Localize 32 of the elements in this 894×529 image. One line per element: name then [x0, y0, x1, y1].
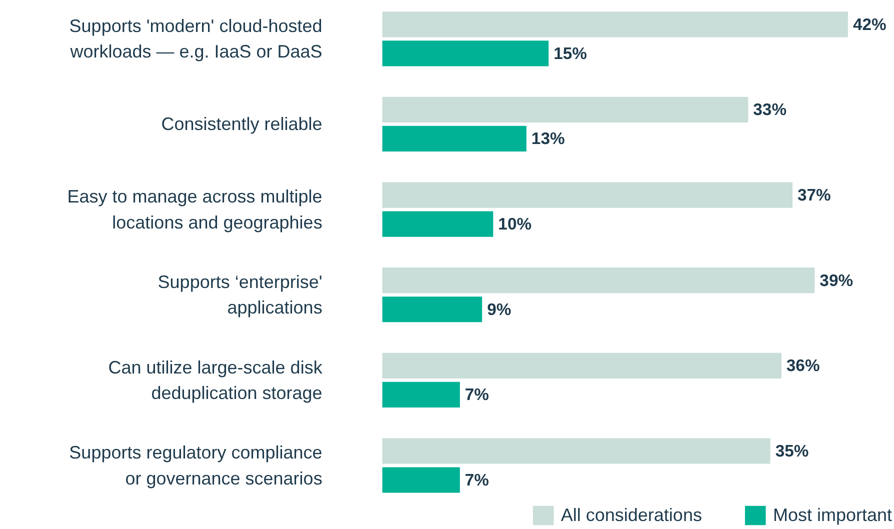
data-label: 9% — [487, 300, 512, 319]
data-label: 13% — [531, 129, 565, 148]
bar — [382, 467, 460, 493]
bar — [382, 126, 526, 152]
bar — [382, 438, 770, 464]
bar — [382, 352, 782, 378]
legend-label: Most important — [772, 504, 892, 526]
bar — [382, 96, 748, 123]
data-label: 10% — [498, 214, 532, 234]
y-tick-label: Easy to manage across multiple locations and geographies — [67, 186, 322, 232]
bar — [382, 211, 494, 237]
data-label: 7% — [464, 385, 490, 404]
y-tick-label: Consistently reliable — [161, 114, 322, 134]
data-label: 39% — [820, 270, 854, 290]
bar — [382, 268, 815, 294]
data-label: 42% — [852, 14, 886, 34]
bar — [382, 296, 482, 322]
data-label: 7% — [464, 470, 490, 490]
y-tick-label: Supports ‘enterprise' applications — [158, 272, 322, 318]
bar — [382, 182, 793, 208]
data-label: 37% — [798, 186, 832, 205]
y-tick-label: Can utilize large-scale disk deduplication storage — [108, 357, 324, 403]
y-tick-label: Supports regulatory compliance or governance scenarios — [69, 442, 322, 488]
data-label: 15% — [554, 44, 588, 63]
bar — [382, 12, 848, 38]
legend-label: All considerations — [560, 504, 702, 526]
data-label: 33% — [753, 100, 787, 120]
bar — [382, 382, 460, 408]
y-tick-label: Supports 'modern' cloud-hosted workloads — e.g. IaaS or DaaS — [69, 16, 322, 62]
data-label: 36% — [786, 356, 820, 376]
data-label: 35% — [775, 442, 809, 461]
bar — [382, 40, 549, 66]
